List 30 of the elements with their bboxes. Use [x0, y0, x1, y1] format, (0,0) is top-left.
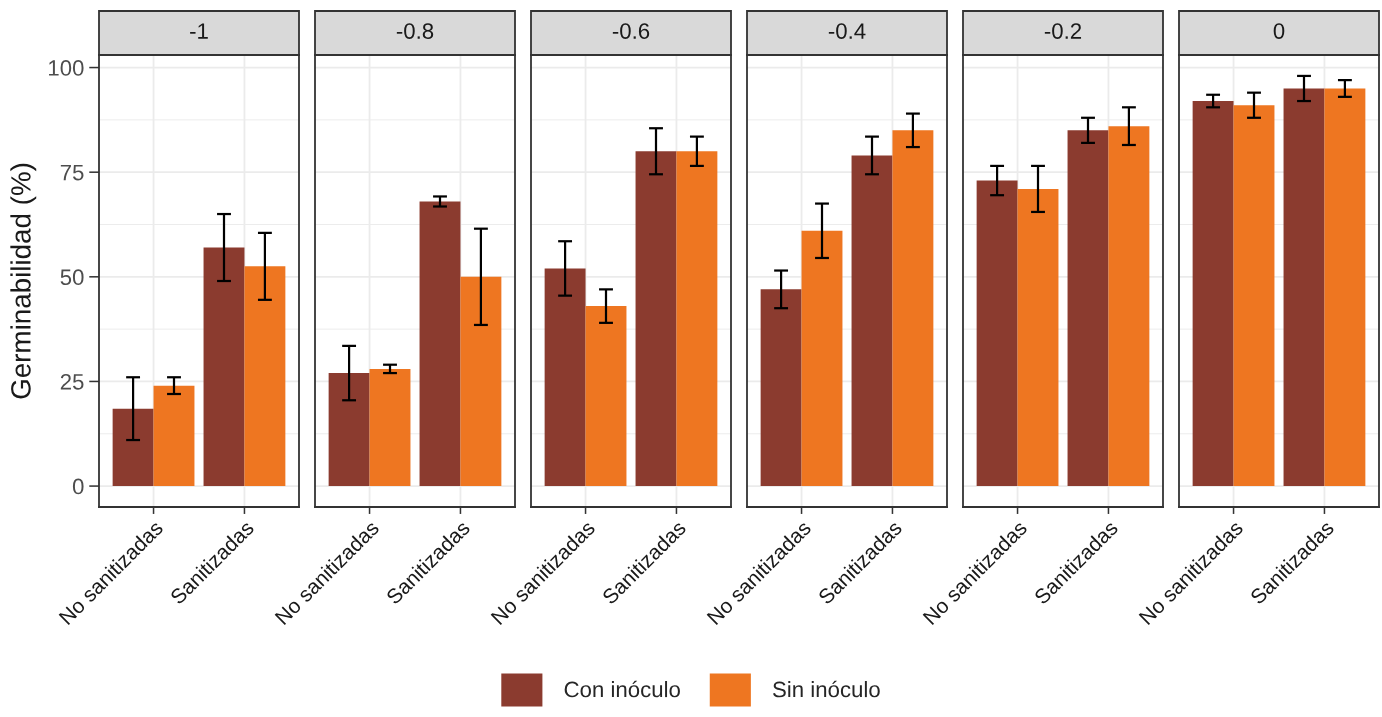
chart-title: -0.2 — [1044, 23, 1082, 39]
bar — [112, 408, 154, 487]
chart-title: -0.8 — [396, 23, 434, 39]
bar — [1017, 188, 1059, 487]
bar — [328, 373, 370, 487]
bar — [801, 230, 843, 487]
bar — [851, 155, 893, 487]
chart-title: -0.6 — [612, 23, 650, 39]
y-tick-label: 0 — [72, 478, 84, 495]
chart-title: -1 — [190, 23, 208, 39]
bar — [1067, 130, 1109, 487]
bar — [460, 276, 502, 487]
bar — [203, 247, 245, 487]
y-axis-title: Germinabilidad (%) — [10, 163, 37, 399]
y-tick-label: 50 — [60, 269, 84, 286]
chart-title: 0 — [1273, 23, 1285, 39]
legend-label: Con inóculo — [564, 680, 680, 698]
bar — [1108, 126, 1150, 487]
bar — [153, 385, 195, 487]
bar — [244, 266, 286, 487]
y-tick-label: 100 — [49, 60, 84, 76]
legend-label: Sin inóculo — [773, 680, 880, 698]
bar — [419, 201, 461, 487]
bar — [369, 368, 411, 487]
y-tick-label: 25 — [60, 373, 84, 390]
bar — [760, 289, 802, 487]
chart-title: -0.4 — [828, 23, 866, 39]
bar — [892, 130, 934, 487]
y-tick-label: 75 — [60, 164, 84, 181]
bar — [976, 180, 1018, 487]
